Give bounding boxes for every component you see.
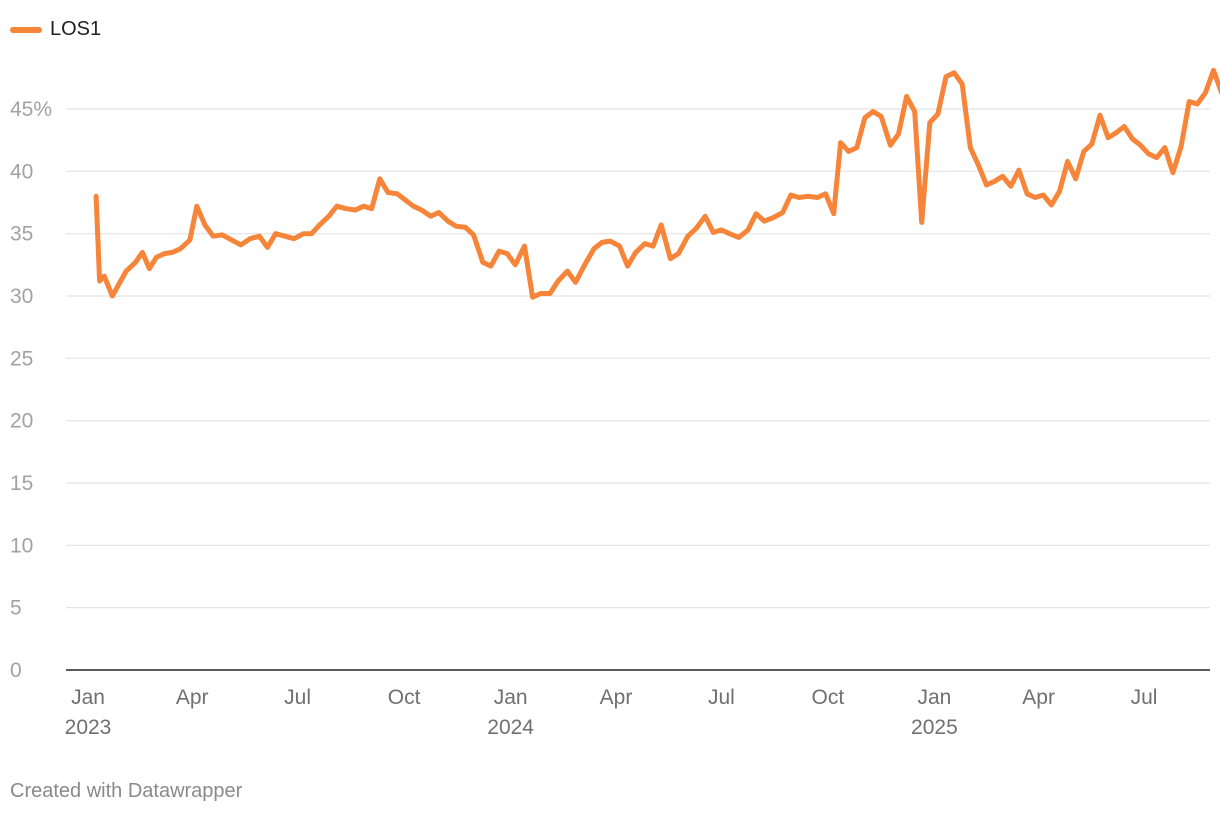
x-tick-label: Apr xyxy=(600,686,633,709)
x-tick-year: 2024 xyxy=(487,716,534,739)
y-tick-label: 15 xyxy=(10,472,33,495)
x-tick-label: Apr xyxy=(176,686,209,709)
x-tick-year: 2025 xyxy=(911,716,958,739)
y-tick-label: 10 xyxy=(10,534,33,557)
x-tick-year: 2023 xyxy=(65,716,112,739)
legend: LOS1 xyxy=(10,18,101,41)
y-tick-label: 40 xyxy=(10,160,33,183)
gridlines xyxy=(66,108,1210,609)
x-tick-label: Oct xyxy=(812,686,845,709)
x-tick-label: Jul xyxy=(284,686,311,709)
y-tick-label: 35 xyxy=(10,223,33,246)
x-tick-month: Jul xyxy=(1131,686,1158,709)
x-tick-label: Jul xyxy=(708,686,735,709)
x-tick-label: Jan 2025 xyxy=(911,686,958,739)
x-tick-month: Apr xyxy=(1022,686,1055,709)
y-tick-label: 0 xyxy=(10,659,22,682)
x-tick-label: Jul xyxy=(1131,686,1158,709)
x-tick-month: Oct xyxy=(388,686,421,709)
series-line-los1 xyxy=(93,67,1220,300)
y-tick-label: 45% xyxy=(10,98,52,121)
x-tick-label: Oct xyxy=(388,686,421,709)
y-axis-ticks: 0 5 10 15 20 25 30 35 40 45% xyxy=(10,98,52,682)
x-tick-month: Jan xyxy=(917,686,951,709)
y-tick-label: 20 xyxy=(10,410,33,433)
x-tick-month: Jul xyxy=(284,686,311,709)
x-axis-ticks: Jan 2023 Apr Jul Oct Jan 2024 Apr Jul Oct Jan 2025 A… xyxy=(65,686,1158,739)
x-tick-month: Jan xyxy=(71,686,105,709)
series-layer xyxy=(93,67,1220,300)
x-tick-label: Jan 2023 xyxy=(65,686,112,739)
x-tick-month: Apr xyxy=(600,686,633,709)
x-tick-month: Jul xyxy=(708,686,735,709)
x-tick-label: Apr xyxy=(1022,686,1055,709)
x-tick-month: Oct xyxy=(812,686,845,709)
x-tick-month: Apr xyxy=(176,686,209,709)
x-tick-label: Jan 2024 xyxy=(487,686,534,739)
x-tick-month: Jan xyxy=(494,686,528,709)
legend-swatch xyxy=(10,26,42,33)
footer-credit: Created with Datawrapper xyxy=(10,780,243,802)
y-tick-label: 25 xyxy=(10,347,33,370)
y-tick-label: 30 xyxy=(10,285,33,308)
legend-label: LOS1 xyxy=(50,18,102,40)
y-tick-label: 5 xyxy=(10,597,22,620)
